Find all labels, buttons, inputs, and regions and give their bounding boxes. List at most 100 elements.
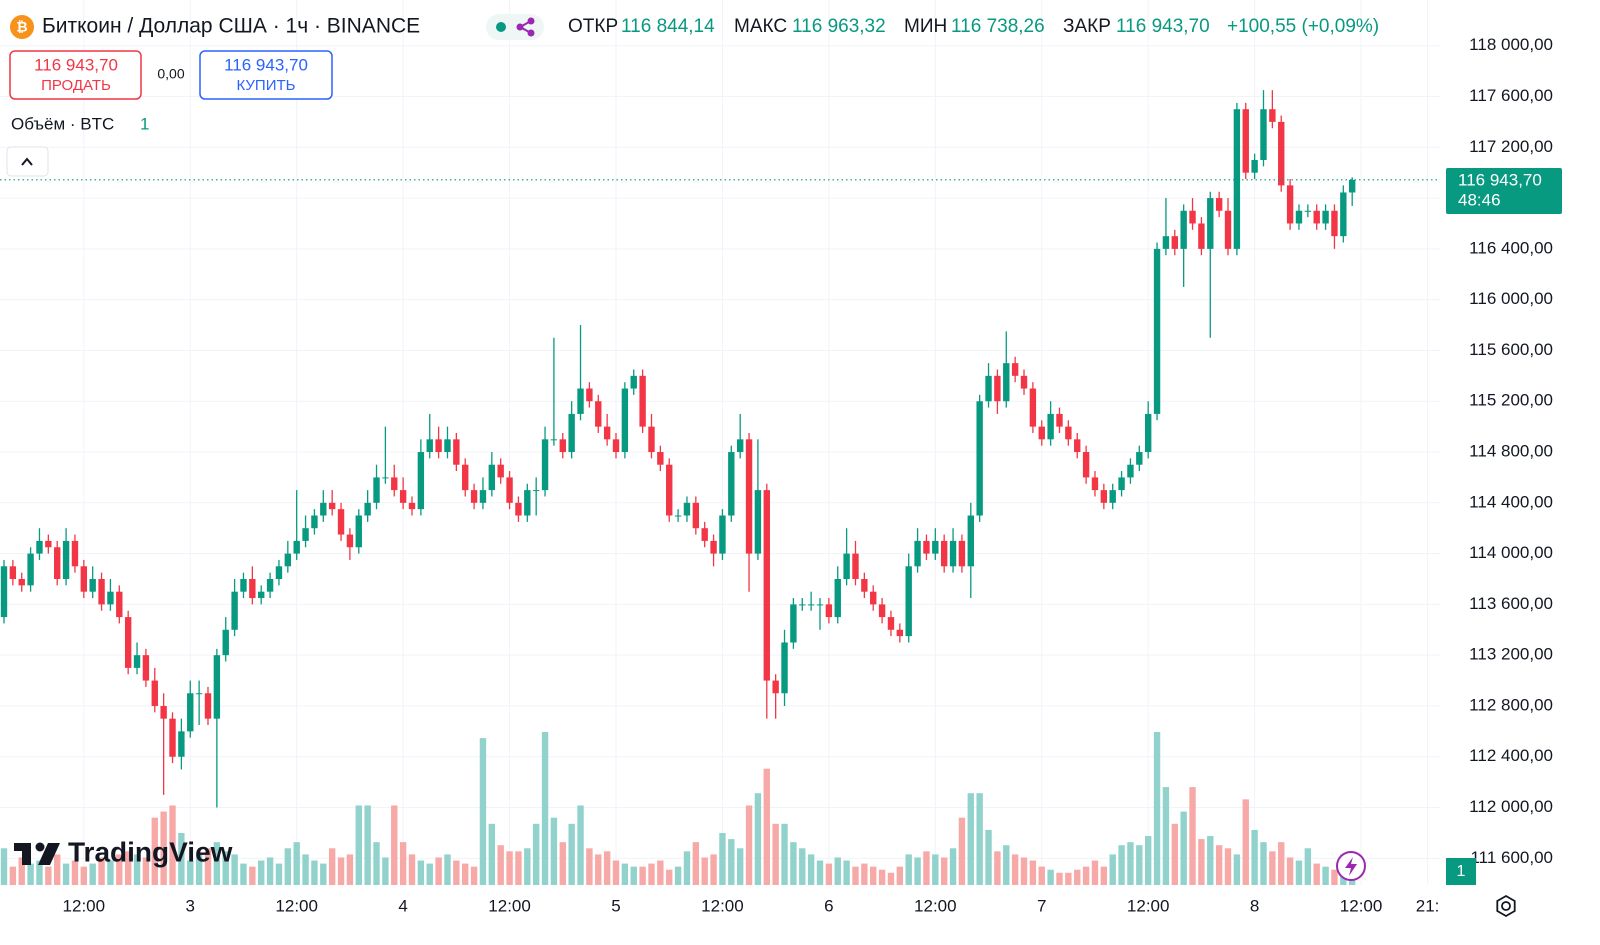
candle-body [1242, 109, 1249, 173]
status-pill[interactable] [486, 14, 544, 40]
candle-body [0, 566, 8, 618]
volume-bar [1153, 732, 1161, 885]
volume-bar [940, 857, 948, 885]
x-tick-label: 6 [824, 896, 833, 915]
volume-bar [754, 793, 762, 885]
symbol-title[interactable]: Биткоин / Доллар США · 1ч · BINANCE [42, 15, 420, 38]
collapse-button[interactable] [6, 146, 49, 177]
candle-body [116, 591, 123, 618]
candle-body [346, 534, 354, 548]
volume-bar [107, 860, 114, 885]
ohlc-value: 116 844,14 [621, 16, 715, 37]
volume-bar [1278, 842, 1285, 885]
volume-bar [293, 842, 300, 885]
volume-bar [1331, 869, 1338, 885]
candle-body [311, 515, 318, 529]
candle-body [932, 540, 939, 554]
candle-body [151, 680, 158, 706]
price-tag-value: 116 943,70 [1458, 170, 1542, 189]
candle-body [905, 566, 912, 637]
volume-bar [426, 863, 433, 885]
coin-symbol: ₿ [16, 19, 27, 35]
plot-area [0, 0, 1440, 885]
candle-body [506, 477, 513, 503]
settings-icon[interactable] [1496, 894, 1516, 918]
volume-bar [710, 854, 717, 885]
candle-body [861, 578, 868, 592]
candle-body [1029, 388, 1037, 427]
volume-bar [1038, 866, 1045, 885]
volume-bar [1118, 845, 1125, 885]
volume-bar [825, 863, 833, 885]
volume-bar [435, 857, 442, 885]
candle-body [1207, 198, 1214, 249]
candle-body [426, 439, 433, 453]
volume-bar [763, 768, 770, 885]
candle-body [1003, 363, 1010, 402]
volume-bar [692, 842, 700, 885]
candle-body [666, 464, 673, 516]
volume-bar [816, 860, 824, 885]
volume-bar [311, 860, 318, 885]
volume-bar [550, 817, 558, 885]
volume-bar [444, 854, 451, 885]
volume-bar [213, 842, 221, 885]
candle-body [435, 439, 442, 453]
candle-body [302, 528, 309, 541]
candle-body [488, 464, 496, 491]
volume-bar [0, 848, 8, 885]
volume-bar [1215, 845, 1223, 885]
share-icon [516, 17, 535, 37]
candle-body [834, 578, 841, 618]
candle-body [701, 528, 708, 541]
volume-bar [958, 817, 966, 885]
candle-body [293, 540, 300, 554]
candle-body [1109, 490, 1116, 503]
candle-body [692, 502, 700, 529]
candle-body [923, 540, 930, 554]
candle-body [133, 655, 141, 668]
sell-button[interactable] [9, 50, 142, 100]
volume-bar [124, 851, 132, 885]
y-tick-label: 113 200,00 [1469, 645, 1553, 664]
candle-body [648, 426, 655, 453]
volume-bar [1171, 823, 1178, 885]
volume-legend-value: 1 [140, 114, 149, 133]
volume-bar [861, 863, 868, 885]
y-tick-label: 118 000,00 [1469, 35, 1553, 54]
volume-legend[interactable]: Объём · BTC [11, 114, 114, 133]
candle-body [674, 515, 682, 517]
candle-body [107, 591, 114, 605]
candle-body [71, 540, 79, 567]
volume-bar [807, 854, 815, 885]
volume-bar [89, 863, 96, 885]
candle-body [1082, 452, 1090, 478]
candle-body [27, 553, 34, 586]
candle-body [550, 439, 558, 441]
sell-price: 116 943,70 [34, 55, 118, 74]
volume-bar [1162, 787, 1170, 885]
volume-bar [1207, 836, 1214, 885]
candle-body [1189, 210, 1196, 224]
buy-price: 116 943,70 [224, 55, 308, 74]
volume-bar [719, 832, 726, 885]
candle-body [541, 439, 549, 491]
candle-body [391, 477, 398, 491]
volume-bar [408, 854, 416, 885]
candle-body [1136, 452, 1143, 465]
candle-body [728, 452, 735, 516]
volume-bar [337, 857, 345, 885]
candle-body [169, 718, 176, 757]
volume-bar [603, 851, 611, 885]
buy-button[interactable] [199, 50, 333, 100]
candle-body [595, 401, 602, 427]
volume-bar [524, 848, 531, 885]
volume-bar [470, 866, 478, 885]
candle-body [799, 604, 806, 606]
volume-bar [1056, 872, 1063, 885]
volume-bar [612, 860, 620, 885]
volume-bar [657, 860, 664, 885]
candle-body [1322, 210, 1329, 224]
